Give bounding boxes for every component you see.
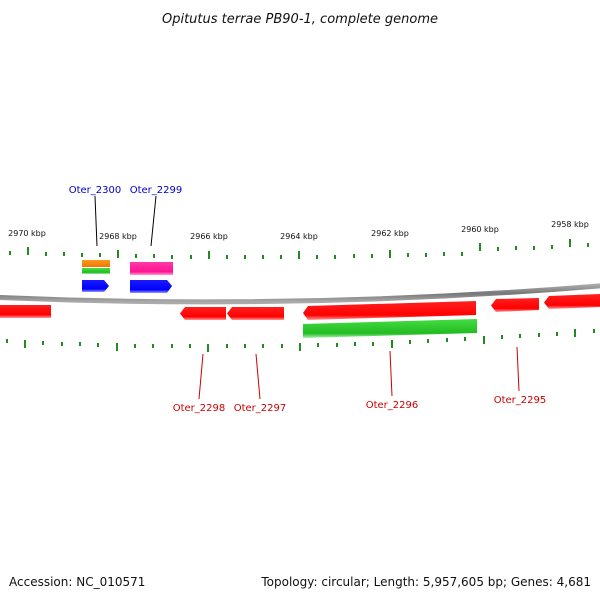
- oter-2295-gene-arrow: [491, 298, 539, 312]
- scale-label-2968: 2968 kbp: [99, 232, 137, 241]
- gene-label-oter-2296: Oter_2296: [366, 400, 419, 411]
- oter-2296-gene-arrow: [303, 301, 476, 320]
- oter-2299-gene-arrow: [130, 280, 172, 293]
- oter-2299-feature-magenta: [130, 262, 173, 275]
- genome-title: Opitutus terrae PB90-1, complete genome: [162, 12, 438, 27]
- oter-2298-gene-arrow: [180, 307, 226, 320]
- scale-label-2966: 2966 kbp: [190, 232, 228, 241]
- forward-tick-marks: [9, 239, 589, 259]
- gene-label-oter-2297: Oter_2297: [234, 403, 287, 414]
- gene-label-oter-2300: Oter_2300: [69, 185, 122, 196]
- scale-label-2958: 2958 kbp: [551, 220, 589, 229]
- oter-2296-leader-line: [389, 350, 393, 397]
- oter-2295-leader-line: [516, 346, 520, 392]
- reverse-tick-marks: [6, 329, 595, 352]
- oter-2297-gene-arrow: [227, 307, 284, 320]
- scale-label-2970: 2970 kbp: [8, 229, 46, 238]
- scale-label-2960: 2960 kbp: [461, 225, 499, 234]
- gene-label-oter-2298: Oter_2298: [173, 403, 226, 414]
- oter-2298-leader-line: [198, 353, 204, 400]
- oter-2296-feature-green: [303, 319, 477, 338]
- genome-summary-text: Topology: circular; Length: 5,957,605 bp…: [260, 575, 591, 589]
- scale-label-2962: 2962 kbp: [371, 229, 409, 238]
- gene-label-oter-2299: Oter_2299: [130, 185, 183, 196]
- gene-arrow-right-edge: [544, 294, 600, 309]
- accession-text: Accession: NC_010571: [9, 575, 145, 589]
- oter-2300-feature-green: [82, 268, 110, 274]
- scale-label-2964: 2964 kbp: [280, 232, 318, 241]
- gene-label-oter-2295: Oter_2295: [494, 395, 547, 406]
- genome-backbone: [0, 283, 600, 305]
- gene-arrow-left-edge: [0, 305, 51, 318]
- oter-2300-feature-orange: [82, 260, 110, 267]
- oter-2299-leader-line: [150, 195, 157, 247]
- oter-2300-gene-arrow: [82, 280, 109, 292]
- oter-2300-leader-line: [94, 195, 98, 247]
- oter-2297-leader-line: [255, 353, 261, 400]
